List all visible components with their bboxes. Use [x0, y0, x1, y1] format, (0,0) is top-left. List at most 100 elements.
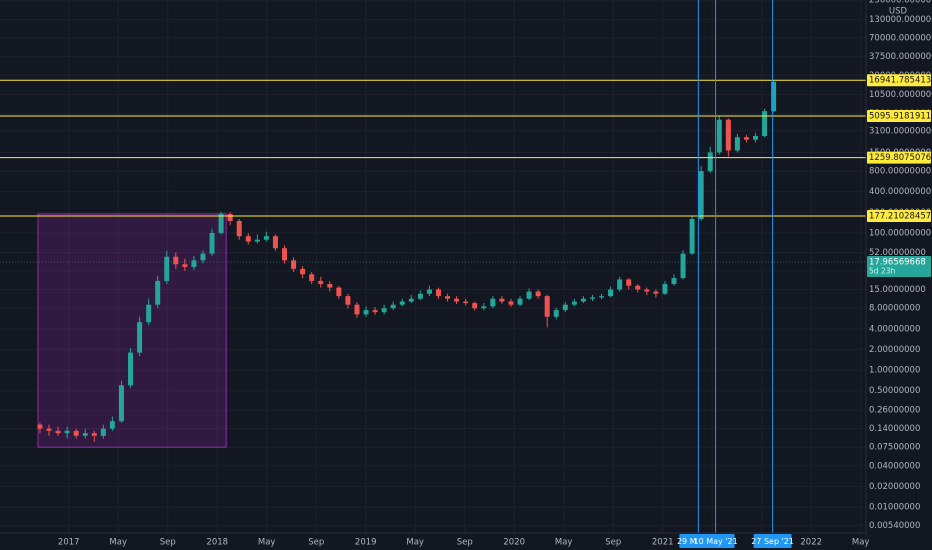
- candle-body: [707, 152, 713, 172]
- candle-body: [272, 236, 278, 249]
- y-tick-label: 52.00000000: [869, 248, 926, 258]
- date-label: 27 Sep '21: [751, 537, 794, 546]
- candle-body: [318, 280, 324, 285]
- candle-body: [354, 304, 360, 315]
- candle-body: [580, 298, 586, 302]
- candle-body: [37, 424, 43, 429]
- candle-body: [191, 260, 197, 267]
- candle-body: [490, 298, 496, 307]
- candle-body: [408, 298, 414, 302]
- x-tick-label: May: [109, 538, 127, 548]
- candle-body: [345, 296, 351, 305]
- x-tick-label: 2022: [800, 538, 822, 548]
- candle-body: [734, 137, 740, 151]
- candle-body: [146, 304, 152, 323]
- candle-body: [508, 301, 514, 305]
- candle-body: [100, 428, 106, 436]
- candle-body: [291, 260, 297, 269]
- y-tick-label: 37500.00000000: [869, 52, 932, 62]
- candle-body: [435, 289, 441, 297]
- candle-body: [155, 280, 161, 305]
- candle-body: [517, 298, 523, 305]
- x-tick-label: Sep: [605, 538, 621, 548]
- y-tick-label: 130000.00000000: [869, 15, 932, 25]
- candle-body: [399, 301, 405, 305]
- x-tick-label: 2019: [355, 538, 377, 548]
- candle-body: [390, 304, 396, 309]
- price-label: 177.21028457: [869, 211, 931, 221]
- y-tick-label: 2.00000000: [869, 345, 920, 355]
- candle-body: [662, 284, 668, 294]
- candle-body: [608, 289, 614, 297]
- candle-body: [426, 289, 432, 294]
- candle-body: [499, 298, 505, 302]
- y-tick-label: 800.00000000: [869, 167, 931, 177]
- y-tick-label: 3100.00000000: [869, 126, 932, 136]
- candle-body: [771, 81, 777, 112]
- candle-body: [553, 310, 559, 317]
- candle-body: [544, 296, 550, 317]
- candle-body: [743, 137, 749, 140]
- candle-body: [227, 213, 233, 221]
- price-label: 16941.78541392: [869, 76, 932, 86]
- overlays: [0, 0, 866, 533]
- candle-body: [753, 136, 759, 140]
- y-tick-label: 400.00000000: [869, 187, 931, 197]
- y-tick-label: 0.01000000: [869, 503, 920, 513]
- candle-body: [91, 433, 97, 436]
- candle-body: [336, 287, 342, 297]
- candle-body: [698, 171, 704, 220]
- candle-body: [182, 264, 188, 267]
- candle-body: [300, 268, 306, 275]
- x-tick-label: May: [555, 538, 573, 548]
- candle-body: [64, 430, 70, 434]
- x-tick-label: May: [406, 538, 424, 548]
- y-tick-label: 4.00000000: [869, 324, 920, 334]
- candle-body: [716, 119, 722, 153]
- drawings: [37, 213, 227, 448]
- candle-body: [671, 278, 677, 285]
- candle-body: [680, 253, 686, 279]
- price-label-box: [867, 151, 931, 164]
- x-tick-label: 2018: [206, 538, 228, 548]
- candle-body: [535, 291, 541, 297]
- y-tick-label: 0.04000000: [869, 461, 920, 471]
- candle-body: [372, 310, 378, 313]
- candle-body: [617, 279, 623, 290]
- y-tick-label: 0.02000000: [869, 482, 920, 492]
- candle-body: [454, 298, 460, 302]
- candle-body: [218, 213, 224, 234]
- countdown-label: 5d 23h: [869, 267, 895, 276]
- candle-body: [589, 297, 595, 299]
- range-box: [37, 213, 227, 448]
- y-tick-label: 10500.00000000: [869, 90, 932, 100]
- last-price-label: 17.96569668: [869, 258, 926, 268]
- candle-body: [526, 291, 532, 299]
- candle-body: [635, 285, 641, 290]
- x-tick-label: 2017: [58, 538, 80, 548]
- price-label-box: [867, 74, 931, 87]
- candle-body: [762, 111, 768, 137]
- y-tick-label: 15.00000000: [869, 285, 926, 295]
- y-tick-label: 70000.00000000: [869, 34, 932, 44]
- candle-body: [209, 233, 215, 254]
- candle-body: [55, 430, 61, 434]
- candle-body: [725, 119, 731, 151]
- y-tick-label: 0.07500000: [869, 443, 920, 453]
- candle-body: [309, 274, 315, 281]
- candles: [37, 80, 777, 442]
- price-label: 1259.80750765: [869, 153, 932, 163]
- candle-body: [236, 220, 242, 237]
- candle-body: [626, 279, 632, 286]
- candle-body: [137, 322, 143, 353]
- candle-body: [46, 428, 52, 431]
- date-label: 10 May '21: [693, 537, 737, 546]
- y-tick-label: 0.50000000: [869, 386, 920, 396]
- x-tick-label: Sep: [308, 538, 324, 548]
- candle-body: [599, 296, 605, 298]
- candle-body: [644, 289, 650, 292]
- candle-body: [327, 284, 333, 288]
- candle-body: [245, 236, 251, 242]
- x-tick-label: May: [258, 538, 276, 548]
